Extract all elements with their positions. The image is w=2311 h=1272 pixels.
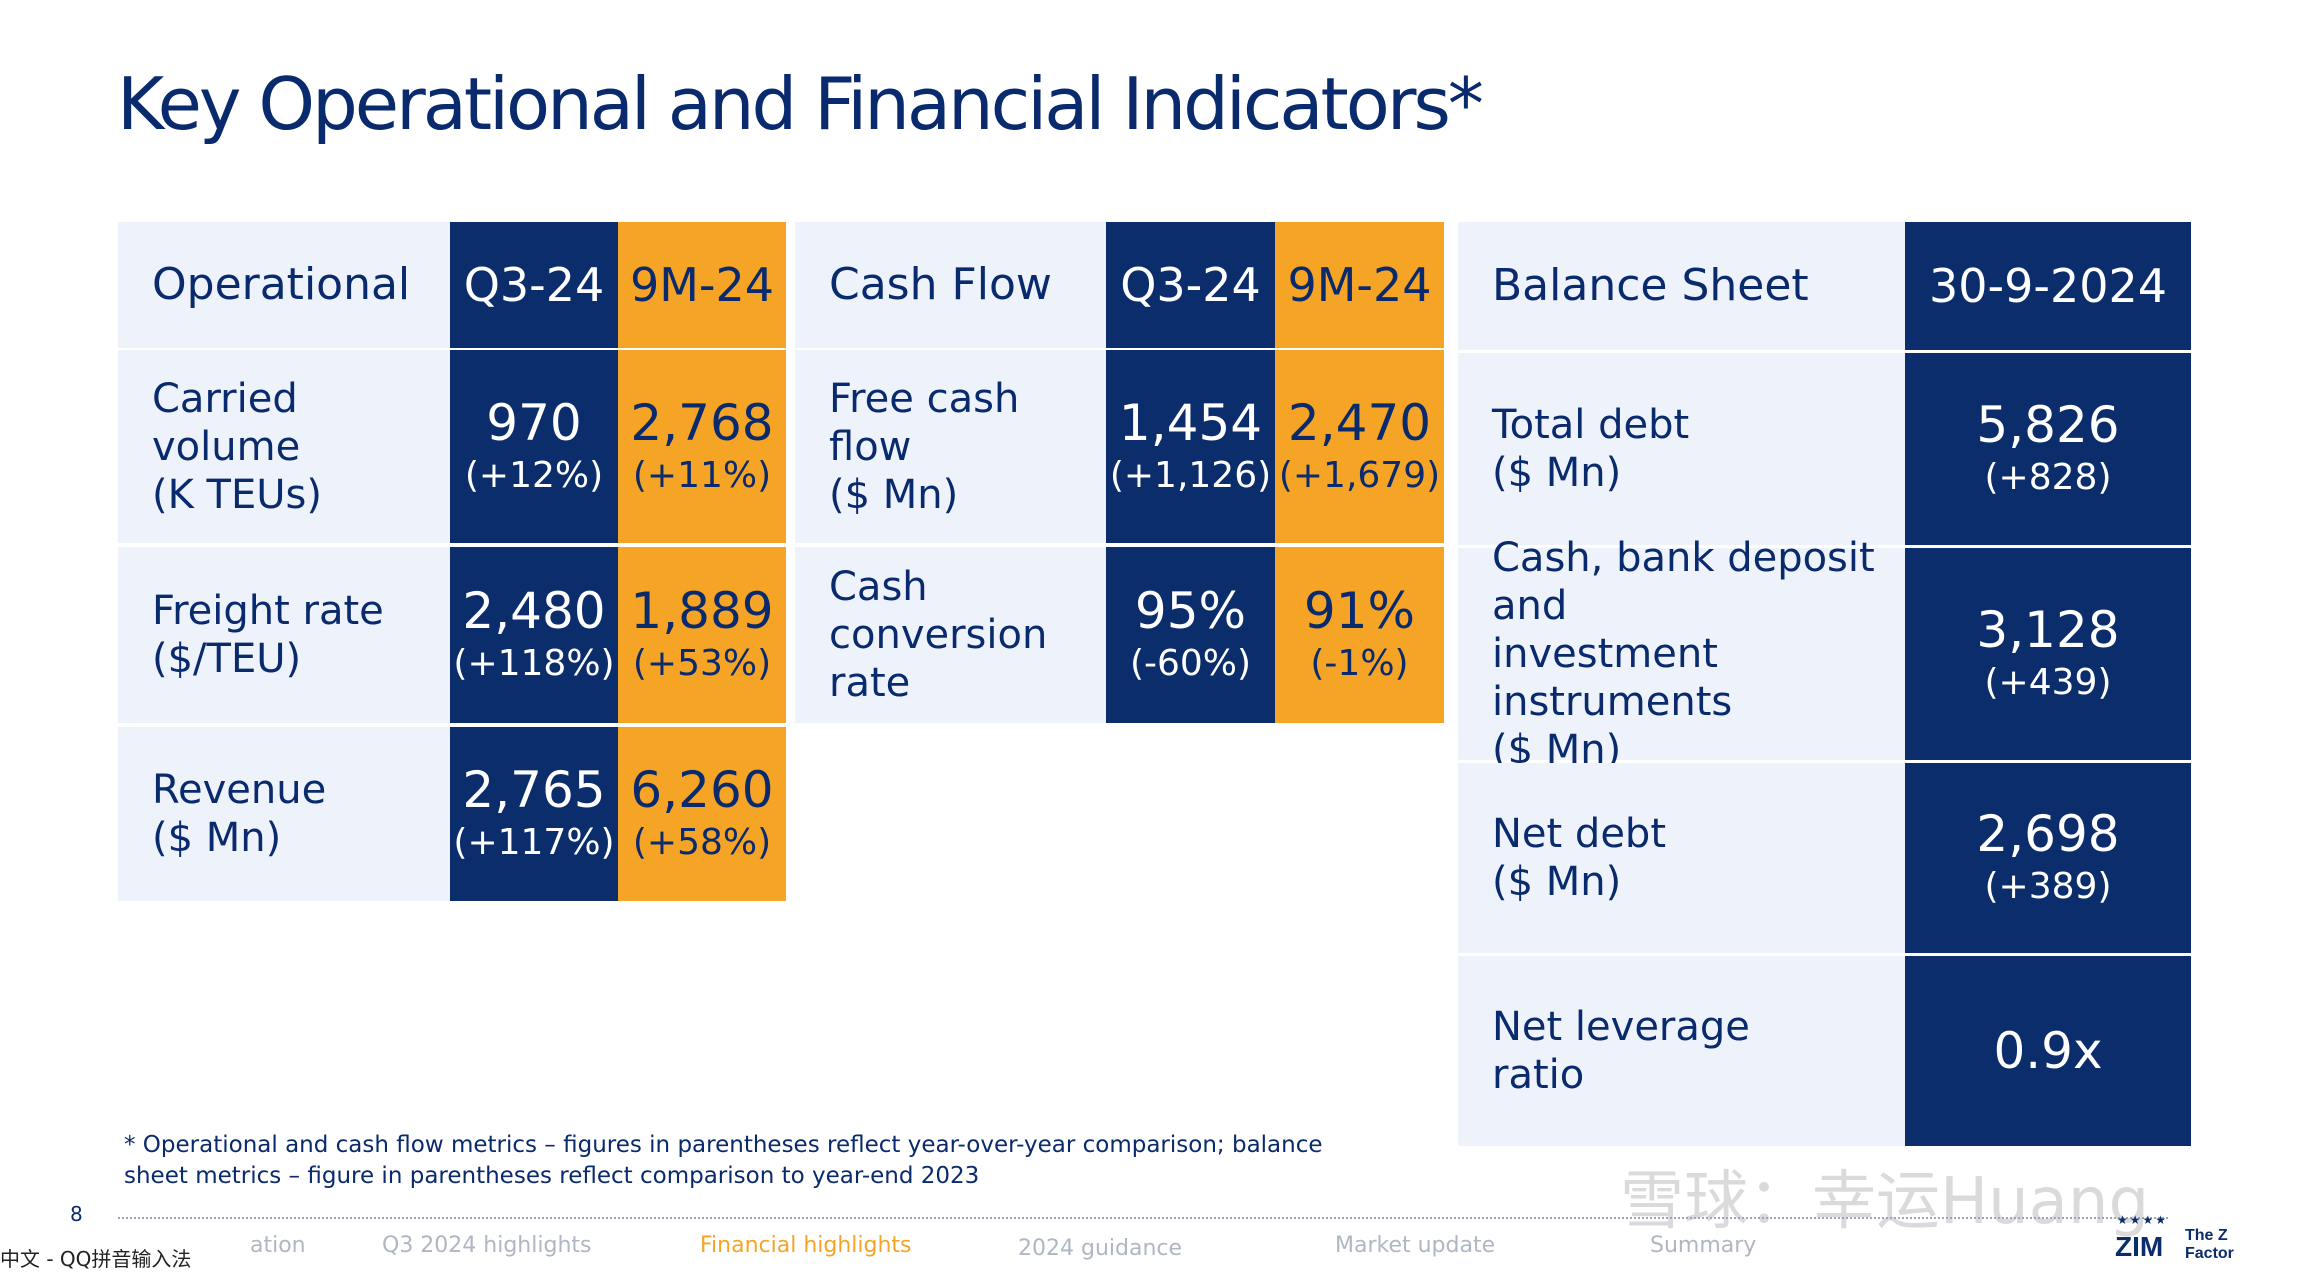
balance-value: 5,826 (+828) xyxy=(1905,353,2191,545)
balance-value: 3,128 (+439) xyxy=(1905,548,2191,760)
cashflow-9m-value: 2,470 (+1,679) xyxy=(1275,350,1444,543)
change: (+1,126) xyxy=(1109,454,1272,496)
change: (+389) xyxy=(1984,866,2112,907)
value: 2,480 xyxy=(462,582,606,640)
operational-9m-value: 6,260 (+58%) xyxy=(618,727,786,901)
change: (-1%) xyxy=(1310,643,1409,684)
ime-status-text: 中文 - QQ拼音输入法 xyxy=(0,1247,192,1271)
operational-q3-header: Q3-24 xyxy=(450,222,618,348)
logo-brand: ZIM xyxy=(2115,1231,2164,1262)
stars-icon: ★★★★ xyxy=(2117,1213,2169,1227)
metric-name: Cash, bank deposit and xyxy=(1492,535,1875,629)
page-title: Key Operational and Financial Indicators… xyxy=(117,62,1484,146)
metric-name: Carried volume xyxy=(152,375,301,470)
metric-unit: ($/TEU) xyxy=(152,636,302,682)
cashflow-q3-value: 1,454 (+1,126) xyxy=(1106,350,1275,543)
cashflow-9m-header: 9M-24 xyxy=(1275,222,1444,348)
nav-item-financial-highlights[interactable]: Financial highlights xyxy=(700,1233,912,1258)
watermark: 雪球：幸运Huang xyxy=(1620,1165,2150,1239)
operational-9m-value: 2,768 (+11%) xyxy=(618,350,786,543)
change: (+118%) xyxy=(453,643,615,684)
balance-value: 0.9x xyxy=(1905,956,2191,1146)
zim-logo: ★★★★ ZIM The Z Factor xyxy=(2115,1213,2255,1262)
value: 2,470 xyxy=(1287,393,1432,452)
metric-name: Freight rate xyxy=(152,588,384,634)
footnote-line: * Operational and cash flow metrics – fi… xyxy=(124,1132,1323,1158)
metric-name-line2: ratio xyxy=(1492,1052,1585,1098)
value: 2,765 xyxy=(462,761,606,819)
operational-q3-value: 2,480 (+118%) xyxy=(450,547,618,723)
change: (+11%) xyxy=(632,454,772,496)
cashflow-q3-header: Q3-24 xyxy=(1106,222,1275,348)
value: 3,128 xyxy=(1976,601,2120,659)
value: 2,698 xyxy=(1976,805,2120,863)
value: 5,826 xyxy=(1976,396,2120,454)
cashflow-row-label: Cash conversion rate xyxy=(795,547,1106,723)
nav-item-2024-guidance[interactable]: 2024 guidance xyxy=(1018,1236,1183,1261)
cashflow-q3-value: 95% (-60%) xyxy=(1106,547,1275,723)
change: (+58%) xyxy=(632,822,772,863)
value: 91% xyxy=(1303,582,1416,640)
change: (+53%) xyxy=(632,643,772,684)
balance-date-header: 30-9-2024 xyxy=(1905,222,2191,350)
value: 2,768 xyxy=(630,393,774,452)
cashflow-header-label: Cash Flow xyxy=(829,259,1052,310)
page-number: 8 xyxy=(70,1202,83,1226)
metric-name: Revenue xyxy=(152,767,327,813)
operational-row-label: Freight rate ($/TEU) xyxy=(118,547,450,723)
operational-row-label: Revenue ($ Mn) xyxy=(118,727,450,901)
change: (+828) xyxy=(1984,457,2112,498)
nav-item-q3-highlights[interactable]: Q3 2024 highlights xyxy=(382,1233,592,1258)
nav-item-summary[interactable]: Summary xyxy=(1650,1233,1757,1258)
metric-name: Net debt xyxy=(1492,811,1667,857)
metric-name: Total debt xyxy=(1492,402,1690,448)
metric-unit: ($ Mn) xyxy=(1492,450,1622,496)
value: 95% xyxy=(1134,582,1247,640)
footnote: * Operational and cash flow metrics – fi… xyxy=(124,1130,1323,1192)
operational-9m-header: 9M-24 xyxy=(618,222,786,348)
value: 970 xyxy=(486,393,582,452)
value: 1,889 xyxy=(630,582,774,640)
metric-unit: ($ Mn) xyxy=(829,471,959,518)
balance-row-label: Cash, bank deposit and investment instru… xyxy=(1458,535,1905,773)
metric-unit: conversion rate xyxy=(829,612,1048,706)
balance-header-label: Balance Sheet xyxy=(1492,260,1809,311)
change: (+12%) xyxy=(464,454,604,496)
change: (+1,679) xyxy=(1278,454,1441,496)
value: 1,454 xyxy=(1118,393,1263,452)
change: (+117%) xyxy=(453,822,615,863)
change: (-60%) xyxy=(1129,643,1252,684)
nav-item-market-update[interactable]: Market update xyxy=(1335,1233,1496,1258)
metric-unit: (K TEUs) xyxy=(152,471,322,518)
metric-name: Free cash flow xyxy=(829,375,1020,470)
metric-name: Net leverage xyxy=(1492,1004,1750,1050)
balance-row-label: Total debt ($ Mn) xyxy=(1458,353,1905,545)
metric-name: Cash xyxy=(829,564,928,610)
operational-q3-value: 970 (+12%) xyxy=(450,350,618,543)
change: (+439) xyxy=(1984,662,2112,703)
cashflow-9m-value: 91% (-1%) xyxy=(1275,547,1444,723)
metric-unit: ($ Mn) xyxy=(1492,859,1622,905)
cashflow-header: Cash Flow xyxy=(795,222,1106,348)
logo-tagline: The Z Factor xyxy=(2185,1227,2234,1262)
value: 0.9x xyxy=(1993,1022,2103,1080)
value: 6,260 xyxy=(630,761,774,819)
operational-q3-value: 2,765 (+117%) xyxy=(450,727,618,901)
operational-header-label: Operational xyxy=(152,259,411,310)
metric-name-line2: investment instruments xyxy=(1492,631,1733,725)
balance-header: Balance Sheet xyxy=(1458,222,1905,350)
nav-item-presentation[interactable]: ation xyxy=(250,1233,306,1258)
nav-divider xyxy=(118,1217,2168,1219)
balance-value: 2,698 (+389) xyxy=(1905,763,2191,953)
metric-unit: ($ Mn) xyxy=(152,815,282,861)
operational-header: Operational xyxy=(118,222,450,348)
balance-row-label: Net debt ($ Mn) xyxy=(1458,763,1905,953)
balance-row-label: Net leverage ratio xyxy=(1458,956,1905,1146)
cashflow-row-label: Free cash flow ($ Mn) xyxy=(795,350,1106,543)
operational-9m-value: 1,889 (+53%) xyxy=(618,547,786,723)
footnote-line: sheet metrics – figure in parentheses re… xyxy=(124,1163,980,1189)
operational-row-label: Carried volume (K TEUs) xyxy=(118,350,450,543)
